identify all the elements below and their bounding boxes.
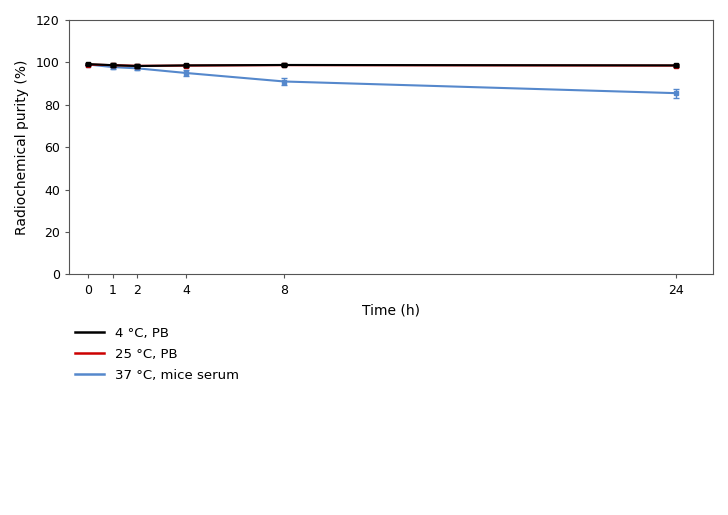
Legend: 4 °C, PB, 25 °C, PB, 37 °C, mice serum: 4 °C, PB, 25 °C, PB, 37 °C, mice serum [76, 327, 239, 382]
X-axis label: Time (h): Time (h) [362, 303, 420, 317]
Y-axis label: Radiochemical purity (%): Radiochemical purity (%) [15, 60, 29, 235]
